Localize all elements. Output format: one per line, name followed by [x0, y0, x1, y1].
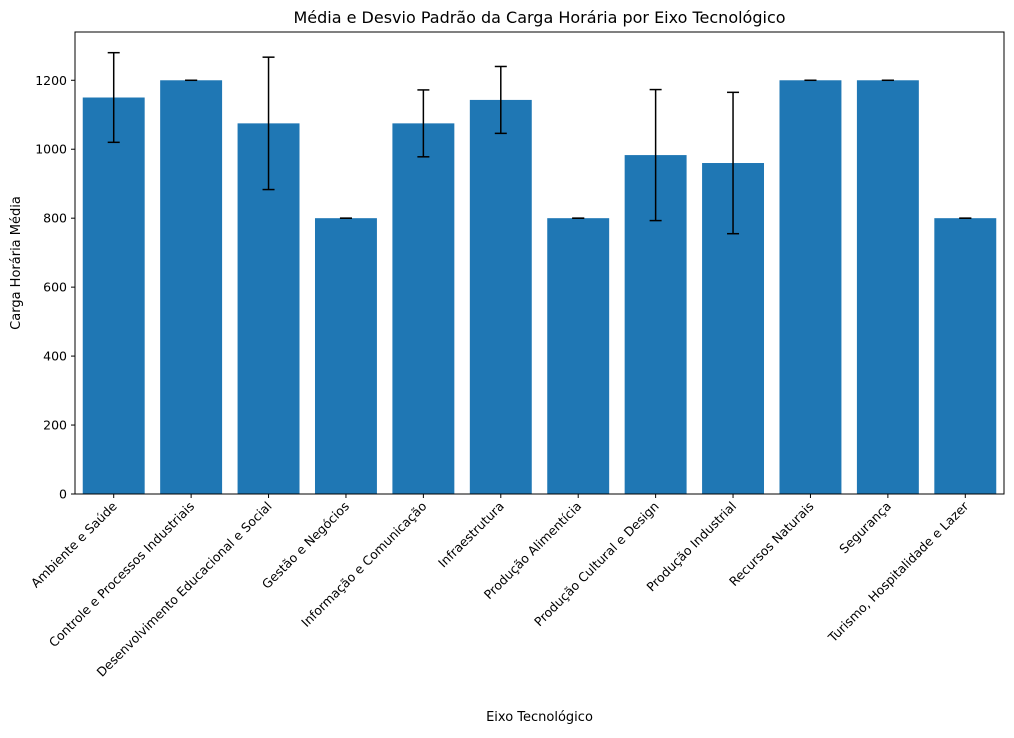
- error-bar: [727, 91, 740, 235]
- y-ticks-group: 0 200 400 600 800 1000 1200: [35, 73, 75, 502]
- bar: [392, 123, 455, 495]
- y-tick-label: 800: [43, 211, 67, 226]
- bar: [469, 99, 532, 494]
- x-tick-label: Turismo, Hospitalidade e Lazer: [824, 498, 972, 646]
- x-tick-label: Infraestrutura: [435, 499, 507, 571]
- y-axis-label: Carga Horária Média: [9, 196, 24, 330]
- x-tick-label: Produção Cultural e Design: [531, 499, 662, 630]
- error-bar: [262, 56, 275, 191]
- y-tick-label: 1200: [35, 73, 67, 88]
- bar: [779, 80, 842, 495]
- y-tick-label: 1000: [35, 142, 67, 157]
- y-tick-label: 400: [43, 349, 67, 364]
- x-axis-label: Eixo Tecnológico: [486, 710, 593, 725]
- bar: [160, 80, 223, 495]
- bar: [314, 218, 377, 494]
- error-bars-group: [107, 51, 972, 235]
- error-bar: [417, 89, 430, 158]
- x-tick-label: Desenvolvimento Educacional e Social: [94, 499, 275, 680]
- y-tick-label: 600: [43, 280, 67, 295]
- error-bar: [494, 65, 507, 135]
- x-tick-label: Segurança: [836, 499, 894, 557]
- bars-group: [82, 80, 997, 495]
- bar: [934, 218, 997, 494]
- x-tick-label: Gestão e Negócios: [259, 499, 352, 592]
- x-tick-label: Informação e Comunicação: [298, 499, 429, 630]
- y-tick-label: 200: [43, 418, 67, 433]
- plot-frame: [74, 31, 1005, 495]
- bar: [82, 97, 145, 495]
- x-tick-label: Controle e Processos Industriais: [46, 499, 197, 650]
- bar: [547, 218, 610, 494]
- x-tick-label: Ambiente e Saúde: [28, 498, 120, 590]
- x-tick-label: Recursos Naturais: [726, 499, 817, 590]
- chart-title: Média e Desvio Padrão da Carga Horária p…: [293, 8, 785, 27]
- error-bar: [649, 88, 662, 222]
- y-tick-label: 0: [59, 487, 67, 502]
- error-bar: [107, 51, 120, 144]
- bar: [856, 80, 919, 495]
